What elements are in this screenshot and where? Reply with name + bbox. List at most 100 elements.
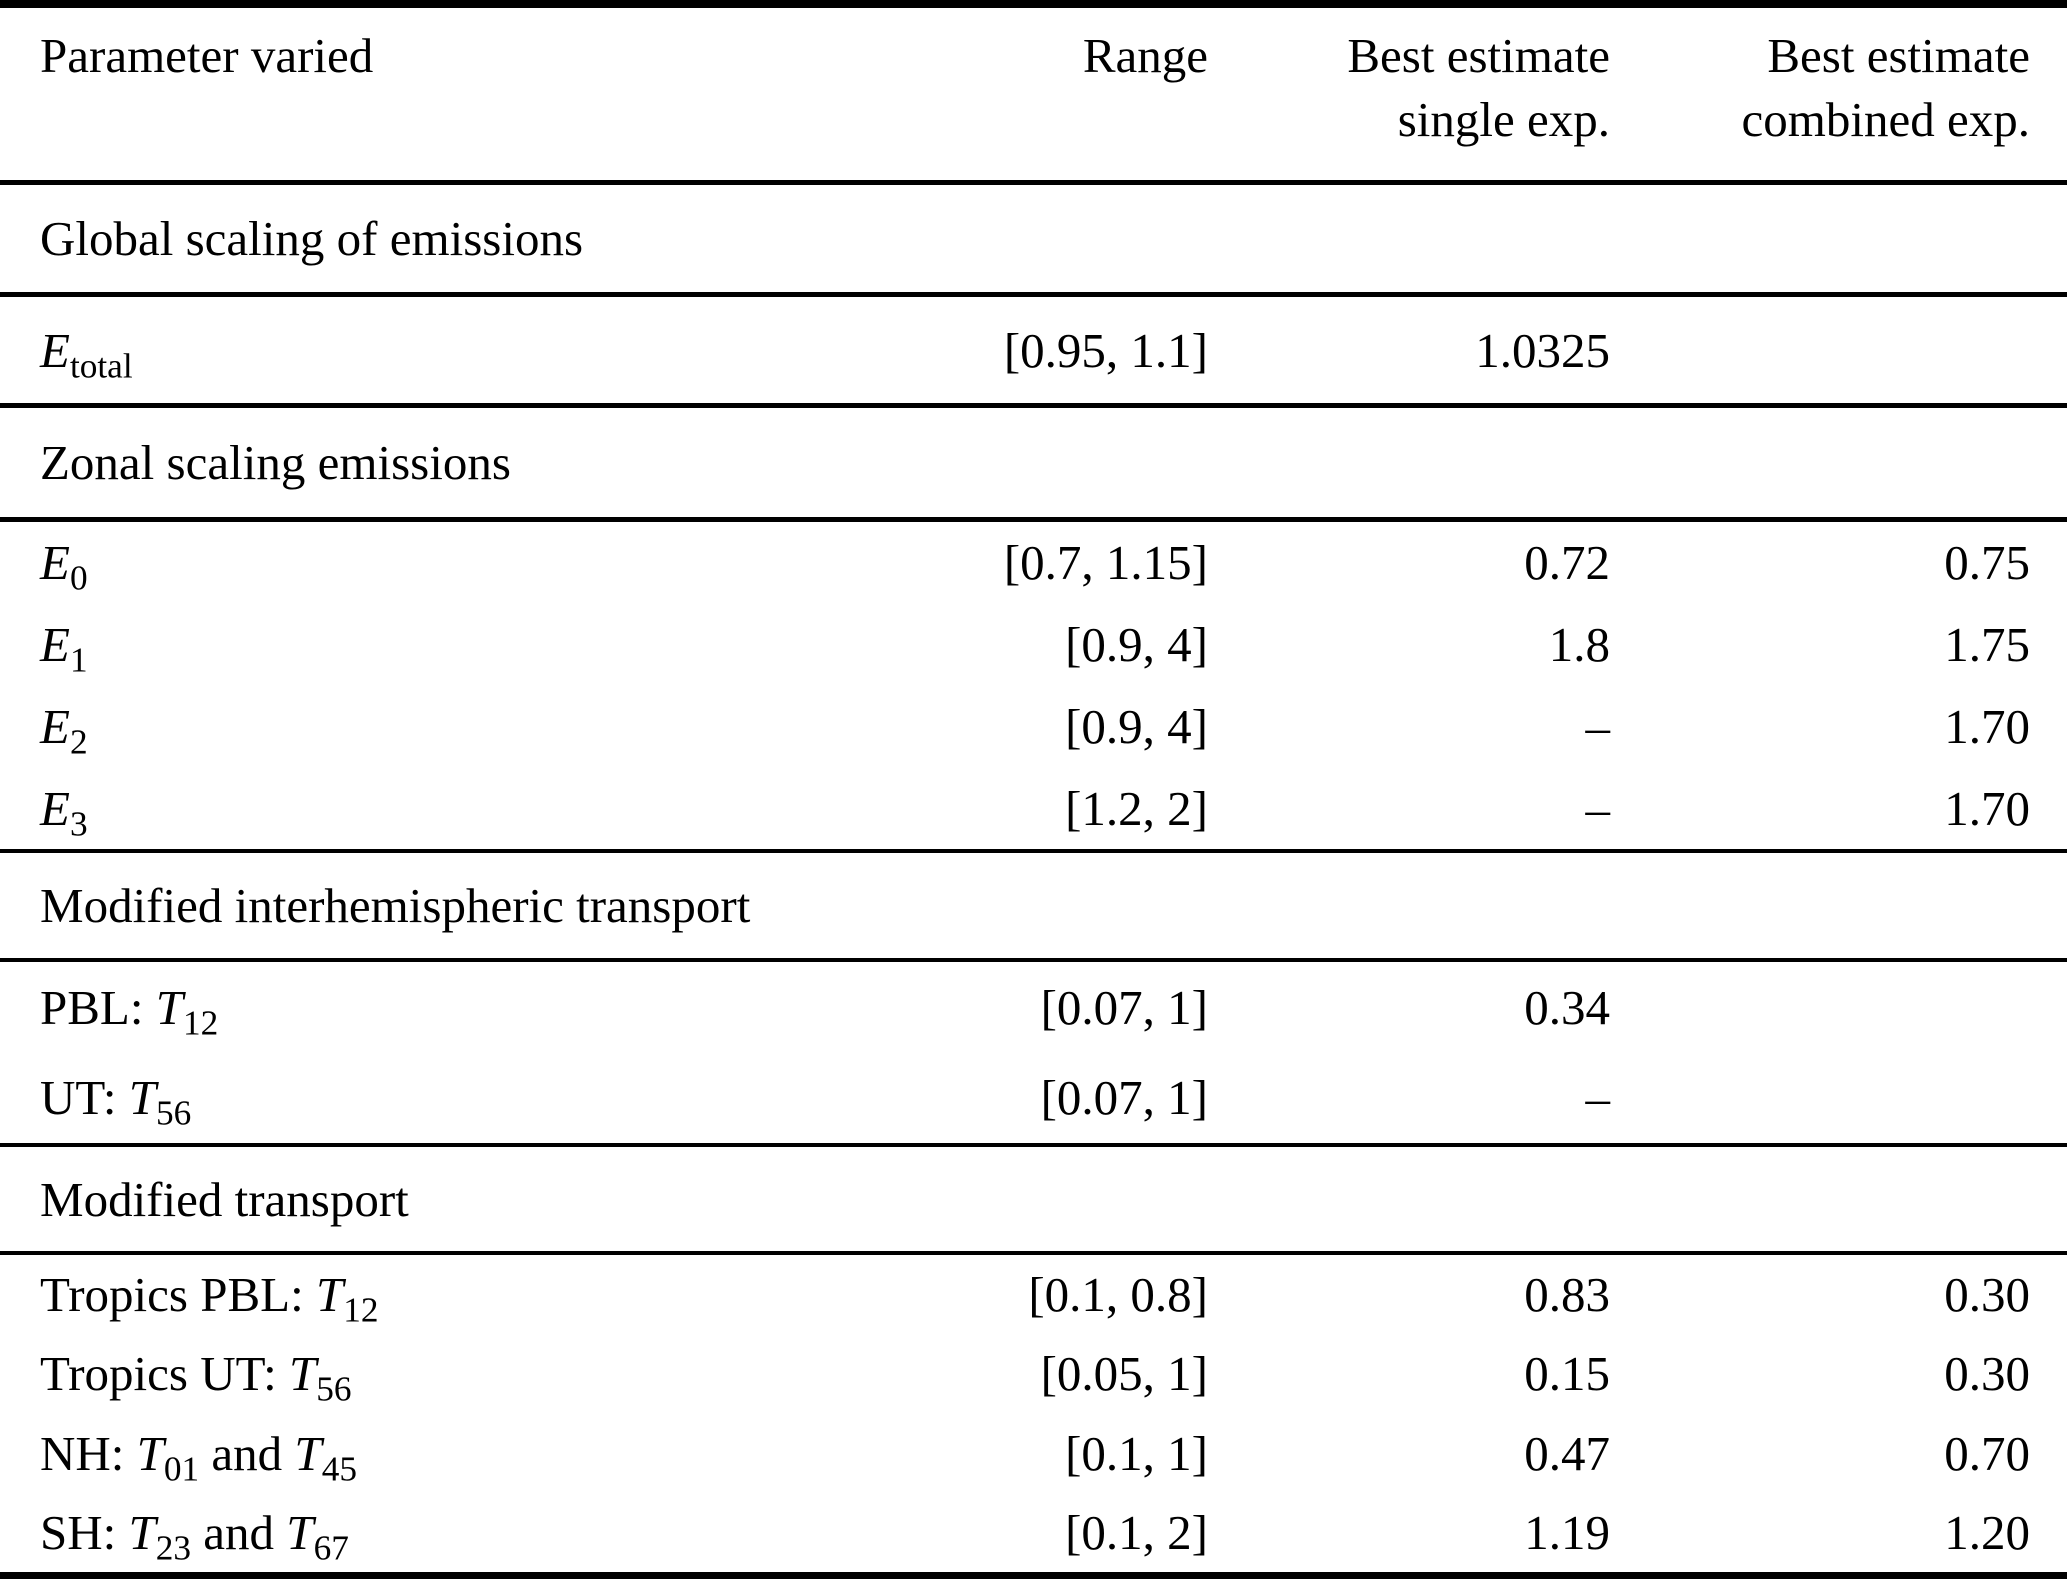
parameter-cell: E1 bbox=[40, 616, 908, 678]
combined-exp-cell: 0.70 bbox=[1944, 1425, 2030, 1481]
rule-below-section-2-title bbox=[0, 517, 2067, 522]
label-segment: 1 bbox=[69, 640, 88, 680]
label-segment: T bbox=[128, 1070, 157, 1126]
label-segment: T bbox=[294, 1425, 322, 1481]
label-segment: 56 bbox=[156, 1093, 192, 1133]
header-range: Range bbox=[908, 24, 1208, 88]
label-segment: E bbox=[40, 617, 70, 673]
range-cell: [0.07, 1] bbox=[1040, 979, 1208, 1035]
section-interhemispheric-rows: PBL: T12 [0.07, 1] 0.34 UT: T56 [0.07, 1… bbox=[0, 962, 2067, 1143]
table-row-nh-t01-t45: NH: T01 and T45 [0.1, 1] 0.47 0.70 bbox=[40, 1414, 2030, 1493]
label-segment: 0 bbox=[69, 558, 88, 598]
combined-exp-cell: 1.75 bbox=[1944, 617, 2030, 673]
header-best-estimate-combined-line2: combined exp. bbox=[1741, 92, 2030, 147]
label-segment: UT: bbox=[40, 1070, 129, 1126]
single-exp-cell: – bbox=[1585, 780, 1611, 836]
combined-exp-cell: 0.30 bbox=[1944, 1267, 2030, 1323]
label-segment: 2 bbox=[69, 722, 88, 762]
rule-below-section-3-title bbox=[0, 958, 2067, 962]
single-exp-cell: 0.34 bbox=[1524, 979, 1610, 1035]
section-global-scaling-rows: Etotal [0.95, 1.1] 1.0325 bbox=[0, 297, 2067, 403]
label-segment: E bbox=[40, 322, 70, 378]
single-exp-cell: 1.19 bbox=[1524, 1504, 1610, 1560]
header-best-estimate-combined-line1: Best estimate bbox=[1767, 28, 2030, 83]
range-cell: [1.2, 2] bbox=[1065, 780, 1208, 836]
label-segment: T bbox=[286, 1504, 314, 1560]
rule-below-section-4-title bbox=[0, 1251, 2067, 1255]
label-segment: NH: bbox=[40, 1425, 137, 1481]
table-row-tropics-pbl-t12: Tropics PBL: T12 [0.1, 0.8] 0.83 0.30 bbox=[40, 1255, 2030, 1334]
label-segment: T bbox=[128, 1504, 156, 1560]
section-title-zonal-scaling-label: Zonal scaling emissions bbox=[40, 435, 511, 490]
section-title-global-scaling: Global scaling of emissions bbox=[0, 185, 2067, 292]
label-segment: total bbox=[69, 346, 133, 386]
label-segment: 3 bbox=[69, 804, 88, 844]
parameter-cell: UT: T56 bbox=[40, 1069, 908, 1131]
range-cell: [0.7, 1.15] bbox=[1003, 535, 1208, 591]
section-zonal-scaling-rows: E0 [0.7, 1.15] 0.72 0.75 E1 [0.9, 4] 1.8… bbox=[0, 522, 2067, 849]
parameter-cell: E3 bbox=[40, 780, 908, 842]
section-title-global-scaling-label: Global scaling of emissions bbox=[40, 211, 584, 266]
label-segment: E bbox=[40, 698, 70, 754]
rule-below-e-total bbox=[0, 403, 2067, 408]
section-title-zonal-scaling: Zonal scaling emissions bbox=[0, 408, 2067, 517]
section-title-modified-transport-label: Modified transport bbox=[40, 1171, 409, 1227]
range-cell: [0.1, 0.8] bbox=[1028, 1267, 1208, 1323]
single-exp-cell: 1.0325 bbox=[1475, 322, 1610, 378]
label-segment: SH: bbox=[40, 1504, 129, 1560]
header-best-estimate-combined: Best estimate combined exp. bbox=[1610, 24, 2030, 152]
range-cell: [0.95, 1.1] bbox=[1003, 322, 1208, 378]
label-segment: Tropics UT: bbox=[40, 1346, 289, 1402]
header-best-estimate-single: Best estimate single exp. bbox=[1208, 24, 1610, 152]
combined-exp-cell: 0.30 bbox=[1944, 1346, 2030, 1402]
rule-below-section-1-title bbox=[0, 292, 2067, 297]
label-segment: 23 bbox=[155, 1528, 192, 1568]
label-segment: PBL: bbox=[40, 979, 156, 1035]
table-row-e2: E2 [0.9, 4] – 1.70 bbox=[40, 686, 2030, 768]
table-row-e3: E3 [1.2, 2] – 1.70 bbox=[40, 767, 2030, 849]
section-title-modified-transport: Modified transport bbox=[0, 1147, 2067, 1251]
range-cell: [0.9, 4] bbox=[1065, 698, 1208, 754]
label-segment: 12 bbox=[183, 1003, 219, 1043]
table-top-rule bbox=[0, 0, 2067, 8]
label-segment: T bbox=[155, 979, 183, 1035]
header-best-estimate-single-line2: single exp. bbox=[1397, 92, 1610, 147]
section-title-interhemispheric-label: Modified interhemispheric transport bbox=[40, 878, 751, 933]
rule-below-interhemispheric-rows bbox=[0, 1143, 2067, 1147]
label-segment: and bbox=[191, 1504, 287, 1560]
table-row-ut-t56: UT: T56 [0.07, 1] – bbox=[40, 1053, 2030, 1144]
label-segment: Tropics PBL: bbox=[40, 1267, 316, 1323]
table-row-e1: E1 [0.9, 4] 1.8 1.75 bbox=[40, 604, 2030, 686]
parameter-cell: Tropics UT: T56 bbox=[40, 1345, 908, 1407]
parameter-cell: PBL: T12 bbox=[40, 979, 908, 1041]
single-exp-cell: 1.8 bbox=[1548, 617, 1610, 673]
section-modified-transport-rows: Tropics PBL: T12 [0.1, 0.8] 0.83 0.30 Tr… bbox=[0, 1255, 2067, 1572]
section-title-interhemispheric: Modified interhemispheric transport bbox=[0, 853, 2067, 958]
range-cell: [0.07, 1] bbox=[1040, 1070, 1208, 1126]
header-parameter-varied-label: Parameter varied bbox=[40, 28, 374, 83]
header-range-label: Range bbox=[1082, 28, 1208, 83]
single-exp-cell: 0.83 bbox=[1524, 1267, 1610, 1323]
single-exp-cell: – bbox=[1585, 698, 1611, 754]
label-segment: 12 bbox=[343, 1290, 379, 1330]
parameter-cell: NH: T01 and T45 bbox=[40, 1425, 908, 1487]
label-segment: 67 bbox=[313, 1528, 349, 1568]
combined-exp-cell: 1.20 bbox=[1944, 1504, 2030, 1560]
range-cell: [0.1, 1] bbox=[1065, 1425, 1208, 1481]
label-segment: 45 bbox=[321, 1449, 357, 1489]
single-exp-cell: 0.72 bbox=[1524, 535, 1610, 591]
parameter-cell: Tropics PBL: T12 bbox=[40, 1266, 908, 1328]
single-exp-cell: – bbox=[1585, 1070, 1611, 1126]
parameter-cell: Etotal bbox=[40, 322, 908, 384]
table-row-e0: E0 [0.7, 1.15] 0.72 0.75 bbox=[40, 522, 2030, 604]
table-header-row: Parameter varied Range Best estimate sin… bbox=[0, 8, 2067, 180]
table-row-e-total: Etotal [0.95, 1.1] 1.0325 bbox=[40, 297, 2030, 403]
range-cell: [0.9, 4] bbox=[1065, 617, 1208, 673]
label-segment: and bbox=[199, 1425, 295, 1481]
header-parameter-varied: Parameter varied bbox=[40, 24, 908, 88]
label-segment: E bbox=[40, 780, 70, 836]
table-row-sh-t23-t67: SH: T23 and T67 [0.1, 2] 1.19 1.20 bbox=[40, 1493, 2030, 1572]
single-exp-cell: 0.47 bbox=[1524, 1425, 1610, 1481]
parameter-cell: SH: T23 and T67 bbox=[40, 1504, 908, 1566]
